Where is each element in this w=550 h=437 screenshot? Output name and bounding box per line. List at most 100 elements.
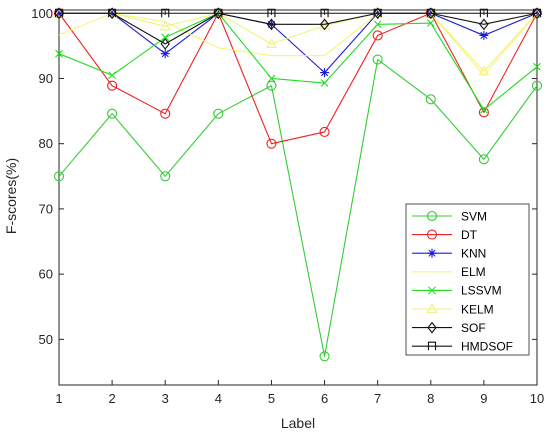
x-tick-label: 10: [530, 391, 544, 406]
x-tick-label: 5: [268, 391, 275, 406]
y-tick-label: 70: [39, 201, 53, 216]
legend-item-dt: DT: [412, 228, 478, 242]
lssvm-point: [320, 79, 329, 87]
x-tick-label: 9: [480, 391, 487, 406]
dt-point: [107, 80, 118, 91]
hmdsof-point: [214, 8, 223, 18]
legend-item-elm: ELM: [412, 265, 486, 279]
y-tick-label: 90: [39, 71, 53, 86]
svm-point: [53, 171, 65, 182]
y-tick-label: 50: [39, 332, 53, 347]
y-tick-label: 80: [39, 136, 53, 151]
x-tick-label: 8: [427, 391, 434, 406]
sof-point: [107, 7, 117, 20]
lssvm-point: [161, 33, 170, 42]
kelm-point: [159, 20, 171, 31]
x-tick-label: 4: [215, 391, 222, 406]
svm-point: [160, 171, 171, 182]
legend-item-hmdsof: HMDSOF: [412, 340, 513, 354]
sof-point: [372, 7, 383, 20]
svm-point: [266, 80, 277, 91]
sof-point: [532, 7, 542, 20]
sof-point: [54, 7, 64, 20]
legend-item-lssvm: LSSVM: [412, 284, 502, 298]
legend-item-svm: SVM: [412, 209, 487, 223]
svm-point: [372, 54, 383, 65]
dt-point: [266, 138, 277, 149]
x-axis-label: Label: [281, 415, 315, 431]
dt-line: [58, 12, 538, 145]
sof-point: [160, 38, 170, 50]
sof-point: [319, 18, 330, 31]
svm-point: [425, 94, 436, 105]
x-tick-label: 1: [55, 391, 62, 406]
legend-box: [405, 203, 530, 356]
legend-label: SOF: [461, 321, 486, 335]
hmdsof-point: [54, 8, 64, 18]
svm-point: [213, 108, 224, 119]
hmdsof-point: [479, 8, 488, 18]
legend-swatch-marker: [428, 286, 436, 295]
legend-label: KELM: [461, 302, 494, 316]
legend-swatch-marker: [426, 210, 438, 222]
legend-swatch-marker: [427, 248, 437, 258]
x-tick-label: 3: [162, 391, 169, 406]
sof-point: [479, 18, 489, 31]
y-tick-label: 100: [31, 6, 53, 21]
legend-label: ELM: [461, 265, 486, 279]
series-elm: [58, 12, 538, 76]
dt-point: [319, 126, 330, 138]
svm-line: [58, 59, 538, 357]
kelm-point: [478, 65, 490, 76]
legend: SVM DT KNN ELM LSSVM KELM SOF HMDSOF: [405, 203, 530, 356]
legend-item-knn: KNN: [412, 247, 486, 261]
legend-swatch-marker: [427, 341, 437, 351]
hmdsof-point: [161, 8, 170, 18]
lssvm-point: [267, 74, 276, 83]
legend-label: SVM: [461, 209, 487, 223]
series-layer: [53, 7, 543, 362]
sof-point: [266, 18, 277, 31]
knn-point: [320, 68, 330, 78]
lssvm-line: [58, 12, 538, 111]
knn-line: [59, 12, 538, 74]
series-sof: [54, 7, 542, 50]
y-tick-label: 60: [39, 267, 53, 282]
hmdsof-point: [532, 8, 542, 18]
knn-point: [479, 30, 489, 40]
sof-line: [59, 12, 538, 45]
sof-point: [426, 7, 436, 20]
hmdsof-point: [267, 8, 276, 18]
dt-point: [160, 108, 171, 119]
series-hmdsof: [54, 8, 542, 18]
svm-point: [319, 351, 330, 362]
x-tick-label: 2: [108, 391, 115, 406]
lssvm-point: [55, 49, 63, 58]
series-svm: [53, 54, 543, 362]
legend-label: LSSVM: [461, 284, 502, 298]
lssvm-point: [480, 105, 488, 114]
x-tick-label: 6: [321, 391, 328, 406]
svm-point: [478, 154, 489, 165]
lssvm-point: [108, 71, 116, 80]
knn-point: [160, 49, 170, 59]
dt-point: [478, 107, 489, 118]
svm-point: [531, 80, 543, 91]
kelm-line: [59, 12, 538, 72]
legend-item-sof: SOF: [412, 321, 486, 335]
elm-line: [58, 12, 538, 76]
kelm-point: [266, 38, 277, 48]
y-axis-ticks: 50 60 70 80 90 100: [31, 6, 537, 347]
dt-point: [372, 30, 383, 41]
legend-label: HMDSOF: [461, 340, 513, 354]
x-tick-label: 7: [374, 391, 381, 406]
hmdsof-point: [426, 8, 435, 18]
legend-swatch-marker: [426, 303, 438, 314]
legend-item-kelm: KELM: [412, 302, 494, 316]
y-axis-label: F-scores(%): [3, 158, 19, 234]
svm-point: [107, 108, 118, 119]
lssvm-point: [426, 19, 435, 27]
legend-swatch-marker: [426, 229, 438, 240]
hmdsof-point: [320, 8, 329, 18]
